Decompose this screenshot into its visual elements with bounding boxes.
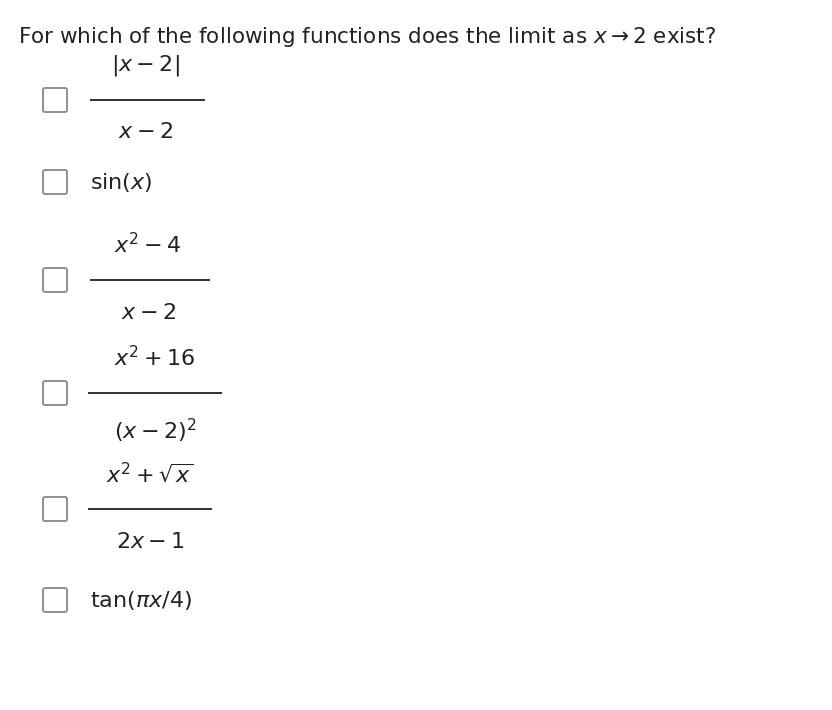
FancyBboxPatch shape (43, 497, 67, 521)
Text: $x^2 + \sqrt{x}$: $x^2 + \sqrt{x}$ (106, 462, 194, 486)
FancyBboxPatch shape (43, 588, 67, 612)
FancyBboxPatch shape (43, 88, 67, 112)
Text: $x^2 + 16$: $x^2 + 16$ (114, 345, 196, 370)
Text: $x - 2$: $x - 2$ (121, 303, 176, 323)
Text: For which of the following functions does the limit as $x \rightarrow 2$ exist?: For which of the following functions doe… (18, 25, 716, 49)
Text: $(x - 2)^2$: $(x - 2)^2$ (114, 417, 196, 445)
Text: $x - 2$: $x - 2$ (117, 122, 172, 142)
Text: $2x - 1$: $2x - 1$ (116, 532, 185, 552)
Text: $|x - 2|$: $|x - 2|$ (111, 53, 180, 78)
Text: $\sin(x)$: $\sin(x)$ (90, 170, 152, 194)
Text: $\tan(\pi x/4)$: $\tan(\pi x/4)$ (90, 589, 192, 611)
FancyBboxPatch shape (43, 268, 67, 292)
Text: $x^2 - 4$: $x^2 - 4$ (114, 231, 181, 257)
FancyBboxPatch shape (43, 170, 67, 194)
FancyBboxPatch shape (43, 381, 67, 405)
